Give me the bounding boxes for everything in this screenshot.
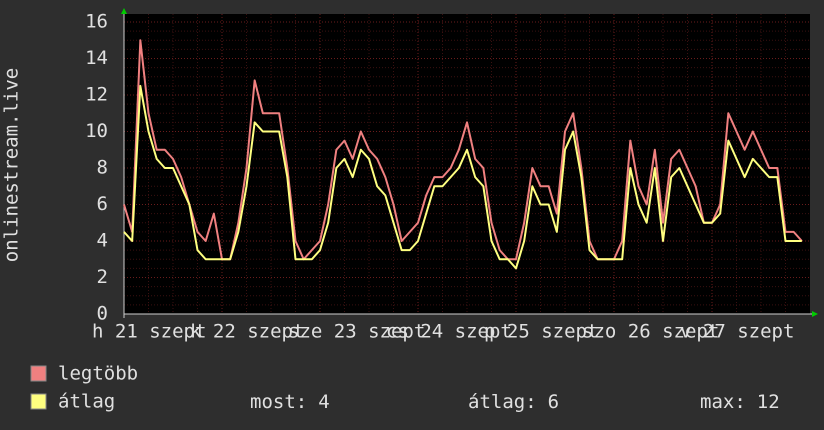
legend: legtöbb átlag most: 4 átlag: 6 max: 12 [30, 363, 780, 413]
stat: max: 12 [700, 391, 780, 413]
x-tick-label: p 25 szept [484, 321, 598, 343]
marks [123, 39, 803, 270]
y-tick-label: 0 [97, 303, 108, 325]
series-line [123, 84, 802, 270]
stat-value: 4 [318, 391, 329, 413]
x-tick-label: h 21 szept [92, 321, 206, 343]
legend-label: átlag [58, 391, 115, 413]
y-tick-label: 2 [97, 266, 108, 288]
y-tick-label: 4 [97, 230, 108, 252]
y-axis-label: onlinestream.live [1, 68, 23, 262]
x-tick-label: sze 23 szept [288, 321, 425, 343]
x-tick-label: szo 26 szept [582, 321, 719, 343]
y-tick-label: 12 [85, 84, 108, 106]
stat-label: átlag: [468, 391, 537, 413]
stat-label: most: [250, 391, 307, 413]
y-tick-label: 16 [85, 11, 108, 33]
y-tick-label: 10 [85, 120, 108, 142]
legend-swatch [30, 393, 47, 410]
legend-label: legtöbb [58, 363, 138, 385]
axis-arrow [812, 311, 818, 317]
y-tick-label: 6 [97, 193, 108, 215]
stat-value: 6 [548, 391, 559, 413]
legend-swatch [30, 365, 47, 382]
y-tick-label: 14 [85, 47, 108, 69]
axis-arrow [121, 8, 127, 14]
series-line [123, 39, 803, 261]
y-tick-label: 8 [97, 157, 108, 179]
stat-value: 12 [757, 391, 780, 413]
grid [123, 12, 814, 318]
x-tick-label: v 27 szept [680, 321, 794, 343]
stat: átlag: 6 [468, 391, 559, 413]
x-tick-label: cs 24 szept [386, 321, 512, 343]
x-tick-label: k 22 szept [190, 321, 304, 343]
stat-label: max: [700, 391, 746, 413]
stat: most: 4 [250, 391, 330, 413]
